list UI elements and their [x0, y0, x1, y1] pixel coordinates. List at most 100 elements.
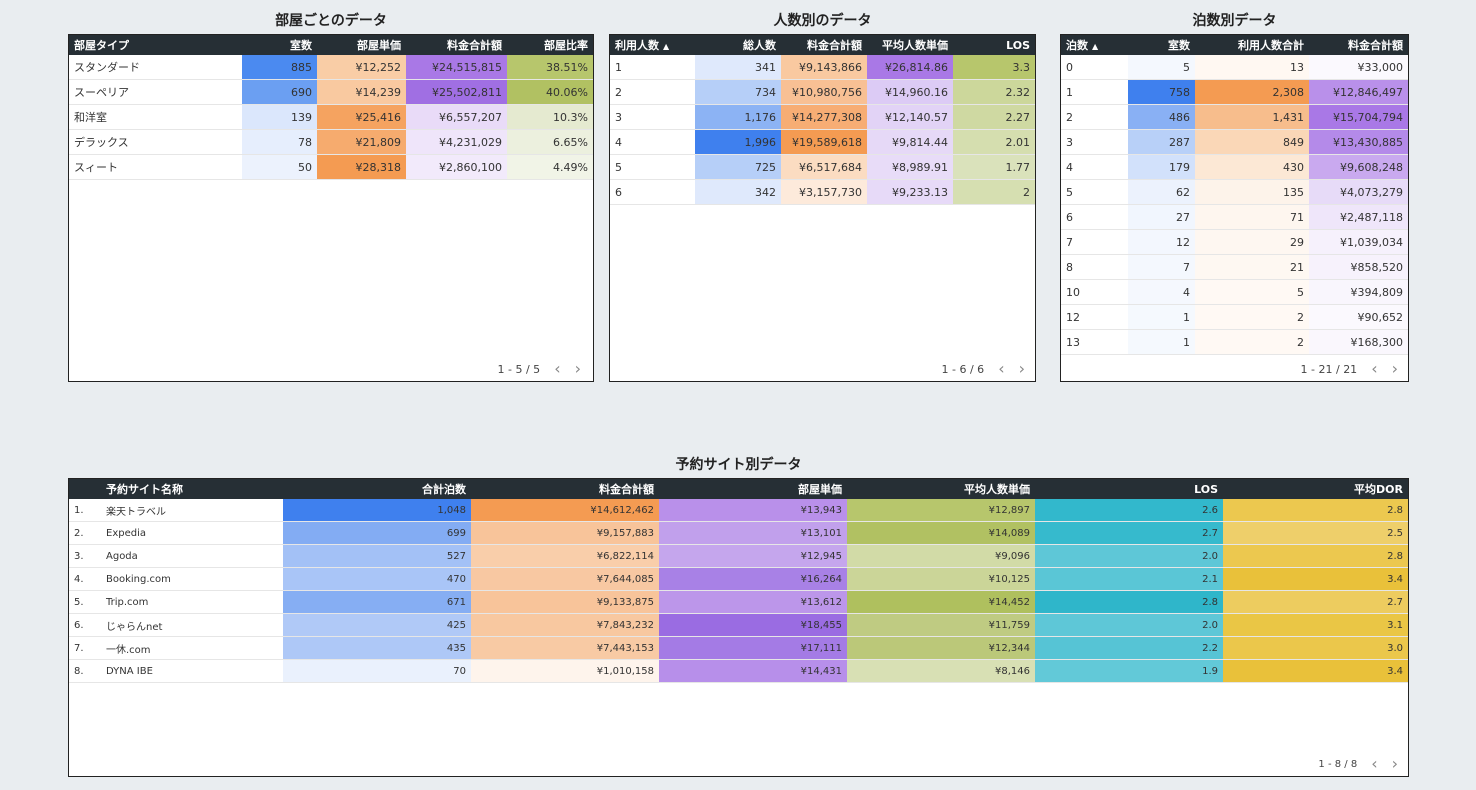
- site-col-header-6[interactable]: LOS: [1035, 479, 1223, 499]
- site-col-header-0[interactable]: [69, 479, 101, 499]
- table-cell: ¥4,073,279: [1309, 179, 1408, 205]
- table-cell: 10: [1061, 279, 1128, 305]
- table-cell: ¥13,430,885: [1309, 129, 1408, 155]
- site-col-header-2[interactable]: 合計泊数: [283, 479, 471, 499]
- table-cell: 1: [610, 55, 695, 80]
- nights-pager: 1 - 21 / 21 ‹ ›: [1300, 359, 1398, 379]
- table-cell: ¥4,231,029: [406, 129, 507, 155]
- table-cell: ¥21,809: [317, 129, 406, 155]
- table-cell: 4.49%: [507, 154, 593, 180]
- table-cell: 1,176: [695, 104, 781, 130]
- table-cell: 3.4: [1223, 659, 1408, 683]
- people-col-header-2[interactable]: 料金合計額: [781, 35, 867, 55]
- table-cell: 8.: [69, 659, 101, 683]
- room-col-header-2[interactable]: 部屋単価: [317, 35, 406, 55]
- table-cell: 楽天トラベル: [101, 499, 283, 522]
- table-cell: ¥14,960.16: [867, 79, 953, 105]
- people-col-header-0[interactable]: 利用人数 ▲: [610, 35, 695, 55]
- prev-page-icon[interactable]: ‹: [554, 359, 561, 378]
- site-pager-label: 1 - 8 / 8: [1318, 758, 1358, 770]
- people-col-header-3[interactable]: 平均人数単価: [867, 35, 953, 55]
- table-row: 12 1 2 ¥90,652: [1061, 304, 1408, 330]
- next-page-icon[interactable]: ›: [1391, 359, 1398, 378]
- table-cell: DYNA IBE: [101, 659, 283, 683]
- table-row: 7. 一休.com 435 ¥7,443,153 ¥17,111 ¥12,344 2.2 3.…: [69, 636, 1408, 660]
- table-row: 0 5 13 ¥33,000: [1061, 55, 1408, 80]
- room-table-title: 部屋ごとのデータ: [275, 13, 387, 29]
- site-col-header-1[interactable]: 予約サイト名称: [101, 479, 283, 499]
- table-row: 6 27 71 ¥2,487,118: [1061, 204, 1408, 230]
- table-cell: ¥16,264: [659, 567, 847, 591]
- table-cell: ¥7,644,085: [471, 567, 659, 591]
- table-cell: 2.32: [953, 79, 1035, 105]
- next-page-icon[interactable]: ›: [574, 359, 581, 378]
- people-pager: 1 - 6 / 6 ‹ ›: [942, 359, 1025, 379]
- table-cell: ¥9,143,866: [781, 55, 867, 80]
- table-cell: ¥168,300: [1309, 329, 1408, 355]
- table-row: 1 341 ¥9,143,866 ¥26,814.86 3.3: [610, 55, 1035, 80]
- table-cell: 10.3%: [507, 104, 593, 130]
- table-cell: ¥15,704,794: [1309, 104, 1408, 130]
- table-cell: デラックス: [69, 129, 242, 155]
- nights-col-header-1[interactable]: 室数: [1128, 35, 1195, 55]
- table-cell: 6: [1061, 204, 1128, 230]
- room-col-header-3[interactable]: 料金合計額: [406, 35, 507, 55]
- people-col-header-label: 平均人数単価: [882, 39, 948, 52]
- table-cell: ¥1,010,158: [471, 659, 659, 683]
- people-col-header-4[interactable]: LOS: [953, 35, 1035, 55]
- table-cell: 5: [1195, 279, 1309, 305]
- table-cell: 2.8: [1223, 544, 1408, 568]
- table-cell: 1: [1061, 79, 1128, 105]
- table-cell: ¥19,589,618: [781, 129, 867, 155]
- site-col-header-5[interactable]: 平均人数単価: [847, 479, 1035, 499]
- table-row: 4 179 430 ¥9,608,248: [1061, 154, 1408, 180]
- table-row: 1. 楽天トラベル 1,048 ¥14,612,462 ¥13,943 ¥12,897 2.…: [69, 499, 1408, 522]
- table-cell: 135: [1195, 179, 1309, 205]
- table-row: 6. じゃらんnet 425 ¥7,843,232 ¥18,455 ¥11,759 2.0 3…: [69, 613, 1408, 637]
- table-cell: 671: [283, 590, 471, 614]
- prev-page-icon[interactable]: ‹: [1371, 754, 1378, 773]
- table-cell: 4: [610, 129, 695, 155]
- nights-col-header-0[interactable]: 泊数 ▲: [1061, 35, 1128, 55]
- table-cell: ¥6,822,114: [471, 544, 659, 568]
- room-col-header-1[interactable]: 室数: [242, 35, 317, 55]
- prev-page-icon[interactable]: ‹: [1371, 359, 1378, 378]
- nights-col-header-2[interactable]: 利用人数合計: [1195, 35, 1309, 55]
- table-cell: ¥10,980,756: [781, 79, 867, 105]
- next-page-icon[interactable]: ›: [1018, 359, 1025, 378]
- table-cell: ¥14,452: [847, 590, 1035, 614]
- room-col-header-4[interactable]: 部屋比率: [507, 35, 593, 55]
- next-page-icon[interactable]: ›: [1391, 754, 1398, 773]
- table-cell: 2: [610, 79, 695, 105]
- table-row: 6 342 ¥3,157,730 ¥9,233.13 2: [610, 179, 1035, 205]
- table-cell: 139: [242, 104, 317, 130]
- table-cell: 4.: [69, 567, 101, 591]
- table-cell: 1: [1128, 329, 1195, 355]
- people-col-header-1[interactable]: 総人数: [695, 35, 781, 55]
- table-cell: 7: [1061, 229, 1128, 255]
- table-cell: 486: [1128, 104, 1195, 130]
- table-cell: ¥9,233.13: [867, 179, 953, 205]
- table-cell: 699: [283, 521, 471, 545]
- prev-page-icon[interactable]: ‹: [998, 359, 1005, 378]
- table-row: 和洋室 139 ¥25,416 ¥6,557,207 10.3%: [69, 104, 593, 130]
- table-cell: ¥14,431: [659, 659, 847, 683]
- table-cell: 和洋室: [69, 104, 242, 130]
- table-cell: ¥9,608,248: [1309, 154, 1408, 180]
- table-cell: ¥13,101: [659, 521, 847, 545]
- site-col-header-label: 合計泊数: [422, 483, 466, 496]
- site-col-header-3[interactable]: 料金合計額: [471, 479, 659, 499]
- room-pager: 1 - 5 / 5 ‹ ›: [498, 359, 581, 379]
- table-cell: ¥9,133,875: [471, 590, 659, 614]
- people-pager-label: 1 - 6 / 6: [941, 362, 985, 376]
- nights-col-header-3[interactable]: 料金合計額: [1309, 35, 1408, 55]
- site-col-header-7[interactable]: 平均DOR: [1223, 479, 1408, 499]
- table-cell: ¥33,000: [1309, 55, 1408, 80]
- table-cell: ¥9,157,883: [471, 521, 659, 545]
- table-cell: 2: [1195, 304, 1309, 330]
- table-cell: 50: [242, 154, 317, 180]
- table-cell: 2.8: [1223, 499, 1408, 522]
- table-cell: 78: [242, 129, 317, 155]
- room-col-header-0[interactable]: 部屋タイプ: [69, 35, 242, 55]
- site-col-header-4[interactable]: 部屋単価: [659, 479, 847, 499]
